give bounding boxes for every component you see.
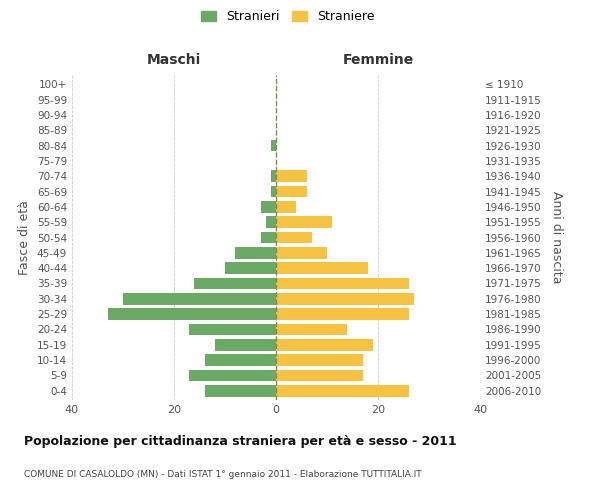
Y-axis label: Anni di nascita: Anni di nascita (550, 191, 563, 284)
Bar (276, 308, 409, 320)
Bar (235, 247, 276, 258)
Bar (205, 385, 276, 396)
Bar (276, 247, 327, 258)
Text: COMUNE DI CASALOLDO (MN) - Dati ISTAT 1° gennaio 2011 - Elaborazione TUTTITALIA.: COMUNE DI CASALOLDO (MN) - Dati ISTAT 1°… (24, 470, 422, 479)
Text: Femmine: Femmine (343, 54, 413, 68)
Bar (190, 324, 276, 335)
Bar (276, 232, 312, 243)
Bar (225, 262, 276, 274)
Bar (276, 186, 307, 198)
Legend: Stranieri, Straniere: Stranieri, Straniere (197, 6, 379, 26)
Bar (271, 170, 276, 182)
Bar (108, 308, 276, 320)
Bar (276, 262, 368, 274)
Bar (260, 232, 276, 243)
Bar (276, 385, 409, 396)
Bar (190, 370, 276, 381)
Text: Maschi: Maschi (147, 54, 201, 68)
Bar (276, 278, 409, 289)
Bar (260, 201, 276, 212)
Bar (123, 293, 276, 304)
Bar (194, 278, 276, 289)
Bar (276, 339, 373, 350)
Bar (215, 339, 276, 350)
Bar (205, 354, 276, 366)
Bar (276, 324, 347, 335)
Text: Popolazione per cittadinanza straniera per età e sesso - 2011: Popolazione per cittadinanza straniera p… (24, 435, 457, 448)
Bar (276, 354, 362, 366)
Bar (276, 293, 414, 304)
Bar (276, 201, 296, 212)
Bar (271, 186, 276, 198)
Bar (276, 216, 332, 228)
Bar (276, 370, 362, 381)
Y-axis label: Fasce di età: Fasce di età (19, 200, 31, 275)
Bar (276, 170, 307, 182)
Bar (271, 140, 276, 151)
Bar (266, 216, 276, 228)
